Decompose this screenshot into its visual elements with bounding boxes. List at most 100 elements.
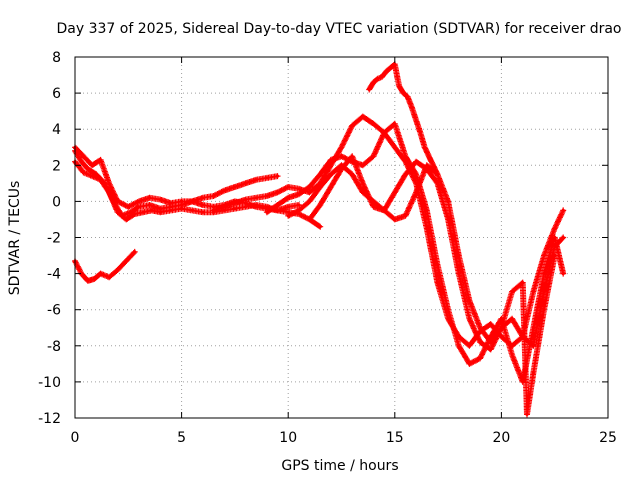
series-trace-9	[366, 61, 441, 178]
data-point	[553, 244, 557, 249]
data-point	[329, 185, 333, 189]
data-point	[169, 201, 173, 205]
data-point	[275, 190, 280, 194]
data-point	[435, 281, 439, 285]
y-tick-label: 6	[52, 86, 61, 102]
data-point	[339, 145, 344, 149]
data-point	[531, 371, 536, 375]
data-point	[457, 344, 461, 348]
data-point	[275, 174, 280, 178]
data-point	[148, 196, 152, 200]
series-markers	[210, 113, 567, 349]
data-point	[435, 172, 439, 176]
data-point	[99, 178, 103, 182]
data-point	[307, 199, 312, 203]
data-point	[254, 178, 258, 182]
data-point	[222, 205, 226, 209]
data-point	[286, 205, 290, 209]
data-point	[361, 163, 365, 167]
data-point	[265, 176, 269, 180]
data-point	[361, 190, 365, 194]
grid	[75, 57, 608, 418]
data-point	[553, 253, 557, 258]
data-point	[393, 145, 397, 149]
data-point	[169, 208, 173, 212]
data-point	[92, 277, 96, 281]
data-point	[81, 154, 86, 158]
data-point	[329, 158, 333, 162]
data-point	[81, 170, 86, 175]
data-point	[435, 181, 439, 185]
data-point	[99, 272, 103, 276]
data-point	[265, 194, 269, 198]
data-point	[318, 203, 322, 207]
y-tick-label: 0	[52, 194, 61, 210]
data-point	[339, 167, 344, 171]
data-point	[425, 208, 429, 212]
data-point	[371, 205, 376, 209]
y-tick-label: 4	[52, 122, 61, 138]
data-point	[467, 317, 471, 321]
x-axis-label: GPS time / hours	[281, 458, 398, 474]
data-point	[542, 308, 546, 312]
data-point	[401, 91, 405, 95]
data-point	[382, 208, 386, 212]
data-point	[467, 344, 471, 348]
data-point	[107, 181, 111, 185]
data-point	[467, 362, 471, 366]
data-point	[435, 263, 439, 267]
x-ticks: 0 5 10 15 20 25	[71, 57, 617, 446]
data-point	[307, 190, 312, 194]
data-point	[297, 187, 301, 191]
data-point	[397, 84, 401, 88]
data-point	[414, 118, 418, 122]
y-tick-label: -4	[47, 267, 61, 283]
data-point	[126, 205, 130, 209]
data-point	[367, 87, 371, 92]
data-point	[361, 181, 365, 185]
series-markers	[72, 248, 138, 284]
data-point	[90, 174, 94, 178]
data-point	[478, 356, 482, 360]
data-point	[86, 167, 90, 171]
data-point	[297, 203, 301, 207]
data-point	[427, 154, 431, 158]
data-point	[158, 198, 162, 202]
data-point	[423, 145, 427, 149]
x-tick-label: 15	[386, 430, 404, 446]
data-point	[425, 167, 429, 171]
data-point	[180, 203, 184, 207]
data-point	[350, 154, 354, 158]
data-point	[79, 160, 83, 164]
data-point	[510, 353, 514, 357]
data-point	[525, 412, 529, 416]
data-point	[542, 272, 546, 276]
data-point	[307, 185, 312, 189]
data-point	[489, 322, 493, 326]
data-point	[116, 268, 120, 272]
data-point	[376, 77, 380, 81]
series-markers	[72, 158, 324, 230]
x-tick-label: 5	[177, 430, 186, 446]
data-point	[410, 105, 414, 110]
series-trace-6	[263, 120, 567, 385]
x-tick-label: 20	[492, 430, 510, 446]
data-point	[406, 95, 410, 99]
data-point	[431, 163, 435, 167]
data-point	[265, 210, 269, 214]
data-point	[86, 279, 90, 283]
data-point	[180, 199, 184, 203]
data-point	[133, 212, 137, 216]
data-point	[393, 62, 397, 66]
data-point	[350, 124, 354, 128]
data-point	[124, 217, 128, 221]
data-point	[286, 196, 290, 200]
data-point	[403, 172, 408, 176]
data-point	[382, 131, 386, 135]
data-point	[201, 196, 205, 200]
data-point	[531, 290, 536, 294]
y-tick-label: -10	[38, 375, 61, 391]
data-point	[561, 235, 565, 240]
data-point	[169, 205, 173, 209]
